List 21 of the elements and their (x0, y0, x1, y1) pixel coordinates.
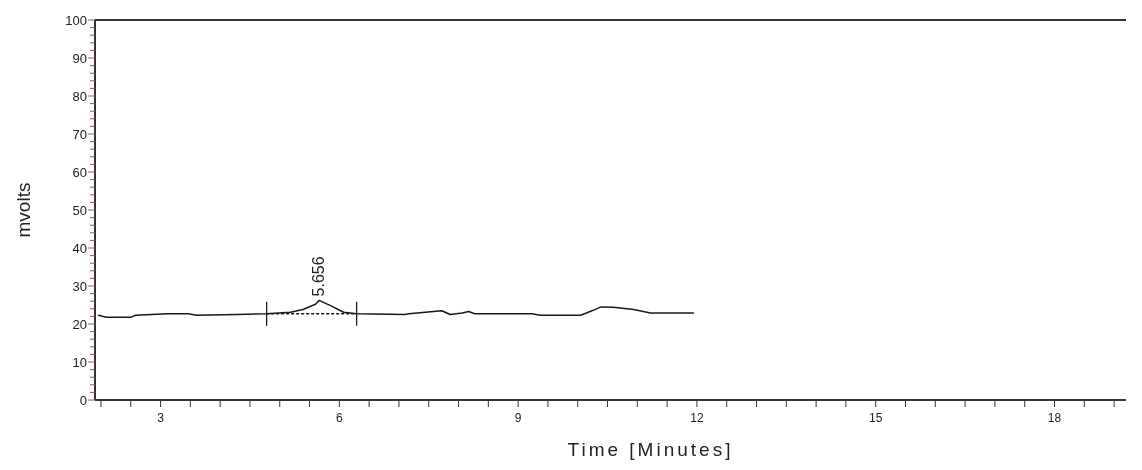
x-tick-label: 3 (157, 411, 165, 425)
y-tick-label: 50 (72, 202, 87, 218)
x-tick-label: 18 (1047, 411, 1062, 425)
y-tick-label: 60 (72, 164, 87, 180)
line-series (97, 299, 695, 318)
x-axis-title: Time [Minutes] (567, 439, 734, 460)
y-tick-label: 10 (72, 354, 87, 370)
x-tick-label: 12 (690, 411, 704, 425)
y-tick-label: 0 (79, 392, 87, 408)
y-tick-label: 100 (65, 12, 87, 28)
annotation: 5.656 (309, 256, 327, 297)
x-tick-label: 9 (514, 411, 522, 425)
x-tick-label: 15 (869, 411, 883, 425)
y-tick-label: 70 (72, 126, 87, 142)
y-tick-label: 90 (72, 50, 87, 66)
y-tick-label: 80 (72, 88, 87, 104)
y-tick-label: 40 (72, 240, 87, 256)
y-tick-label: 30 (72, 278, 87, 294)
y-axis-title: mvolts (13, 182, 34, 238)
y-tick-label: 20 (72, 316, 87, 332)
x-tick-label: 6 (336, 411, 343, 425)
